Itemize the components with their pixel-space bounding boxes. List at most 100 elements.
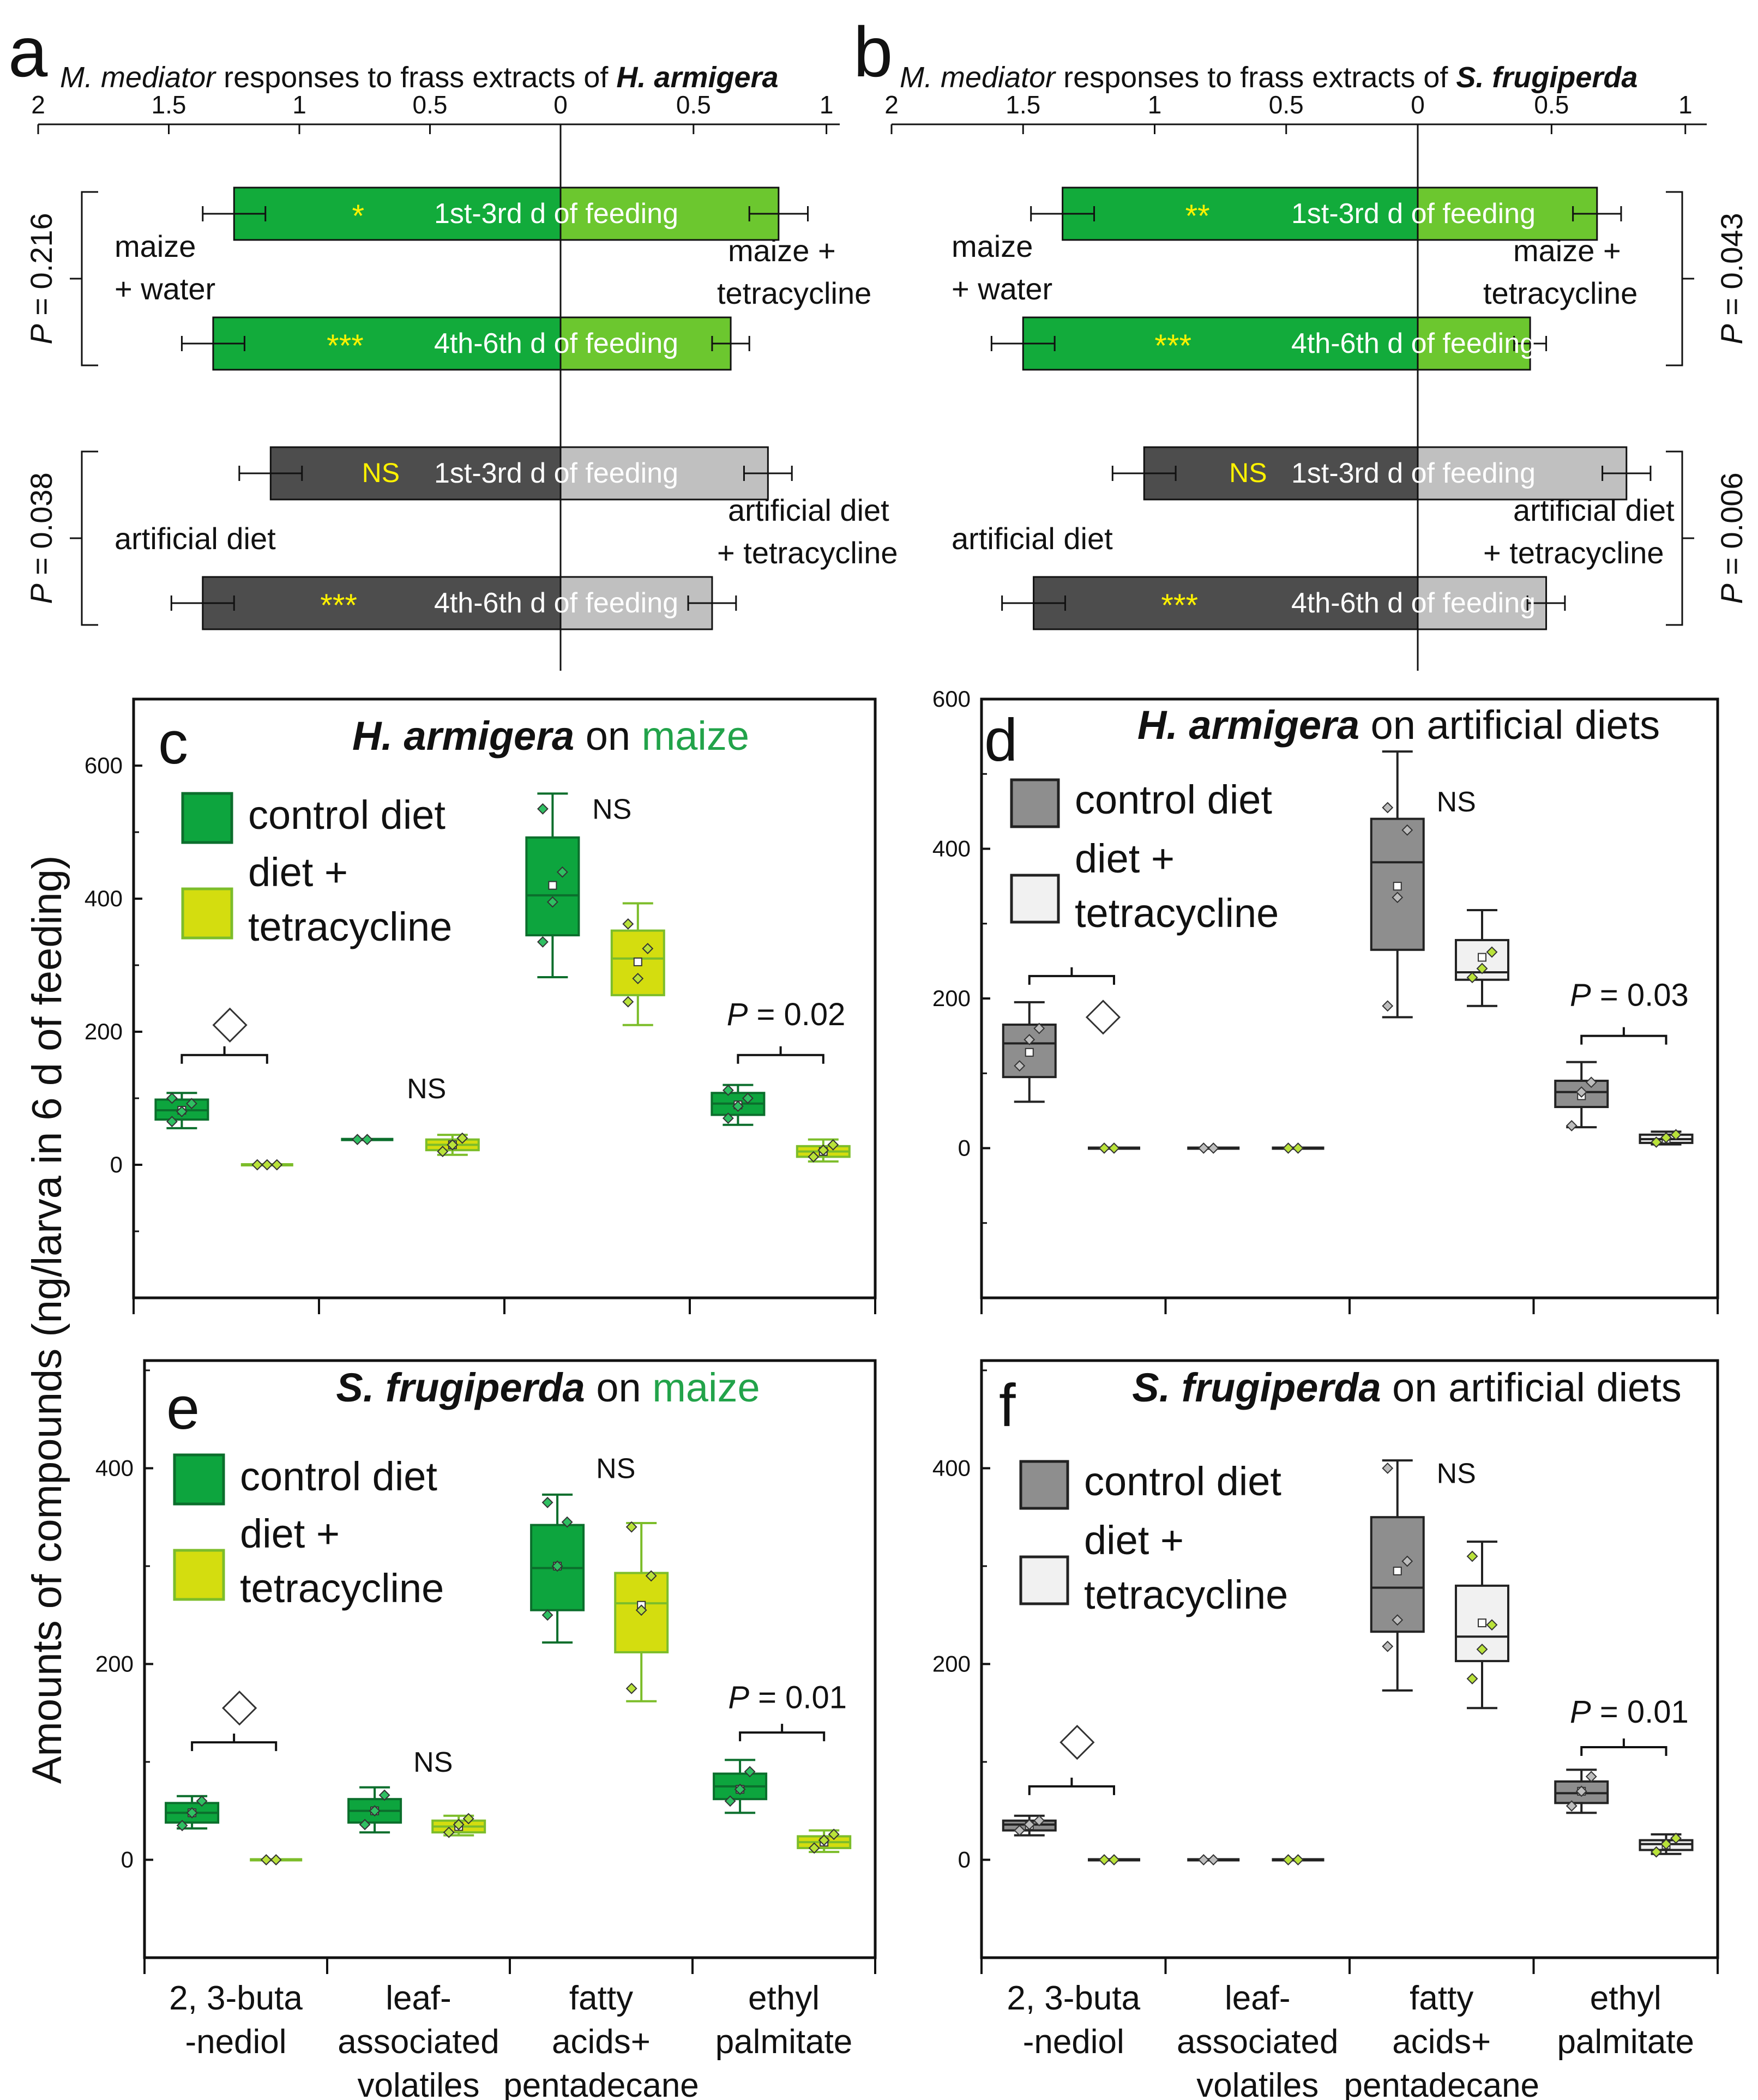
box-mean: [1025, 1048, 1034, 1057]
box-data-point: [176, 1105, 188, 1117]
bar-right: [1417, 446, 1628, 501]
y-tick-label: 400: [932, 836, 971, 862]
top-axis-tick-label: 0.5: [413, 91, 448, 119]
significance-label: ***: [320, 588, 357, 623]
box-data-point: [166, 1092, 178, 1104]
ns-annotation: NS: [413, 1747, 453, 1778]
ns-annotation: NS: [596, 1453, 635, 1484]
top-axis-tick-label: 0: [1411, 91, 1425, 119]
title-species: H. armigera: [1137, 702, 1359, 748]
top-axis-tick-label: 1: [1148, 91, 1162, 119]
group-right-label: artificial diet: [1513, 493, 1675, 527]
box-data-point: [556, 866, 568, 878]
top-axis-tick-label: 0.5: [676, 91, 711, 119]
top-axis-tick-label: 0.5: [1269, 91, 1304, 119]
box-data-point: [722, 1112, 734, 1124]
title-text: on: [1381, 1365, 1448, 1410]
box-data-point: [186, 1807, 198, 1819]
box-data-point: [1401, 824, 1413, 836]
box-data-point: [271, 1159, 283, 1171]
box-data-point: [261, 1159, 273, 1171]
legend-swatch-tetracycline: [181, 887, 233, 940]
diamond-marker: [1059, 1724, 1095, 1760]
x-category-label: palmitate: [715, 2023, 853, 2061]
title-species: S. frugiperda: [1456, 61, 1637, 94]
box-data-point: [551, 1560, 563, 1572]
box-data-point: [1466, 1550, 1478, 1562]
panel-title: M. mediator responses to frass extracts …: [60, 61, 779, 94]
panel-d: 0 200 400 600 d H. armigera on artificial die…: [932, 686, 1719, 1314]
box-data-point: [1033, 1815, 1045, 1827]
panel-letter: e: [166, 1375, 200, 1442]
box-data-point: [1024, 1819, 1035, 1831]
title-text: responses to frass extracts of: [1055, 61, 1456, 94]
box-data-point: [1014, 1825, 1026, 1837]
p-value-label: P = 0.043: [1714, 213, 1749, 344]
panel-letter: c: [158, 709, 188, 777]
box-data-point: [1575, 1785, 1587, 1797]
box-body: [1370, 817, 1425, 951]
top-axis-tick-label: 0: [553, 91, 568, 119]
x-category-label: leaf-: [386, 1979, 451, 2017]
bar-label: 1st-3rd d of feeding: [1291, 198, 1536, 230]
box-data-point: [1392, 892, 1404, 904]
x-category-label: volatiles: [358, 2067, 480, 2100]
title-species: S. frugiperda: [1132, 1365, 1381, 1410]
group-left-label: artificial diet: [115, 521, 276, 556]
box-data-point: [1098, 1142, 1110, 1154]
title-text: on: [585, 1365, 652, 1410]
panel-title: H. armigera on artificial diets: [1137, 702, 1660, 748]
legend-label-tetracycline: diet +: [1075, 836, 1175, 881]
panel-e: 0 200 400 2, 3-buta -nediol leaf-associated vo…: [95, 1359, 877, 2100]
bar-right: [1417, 316, 1531, 371]
title-text: responses to frass extracts of: [215, 61, 616, 94]
p-bracket: [1666, 191, 1683, 366]
box-data-point: [1382, 802, 1394, 814]
y-tick-label: 0: [958, 1846, 971, 1872]
ns-annotation: NS: [1437, 786, 1476, 818]
p-rest: = 0.038: [24, 472, 58, 583]
p-letter: P: [728, 1680, 749, 1715]
x-category-label: fatty: [569, 1979, 633, 2017]
box-data-point: [635, 1604, 647, 1616]
legend-label-control: control diet: [240, 1454, 437, 1499]
x-category-label: volatiles: [1196, 2067, 1318, 2100]
title-host: maize: [652, 1365, 760, 1410]
box-data-point: [537, 936, 549, 948]
x-category-label: -nediol: [185, 2023, 286, 2061]
box-data-point: [1660, 1838, 1672, 1850]
bar-right: [1417, 186, 1598, 241]
box-data-point: [541, 1609, 553, 1621]
bar-label: 1st-3rd d of feeding: [434, 198, 678, 230]
box-data-point: [166, 1116, 178, 1128]
box-data-point: [270, 1854, 282, 1866]
legend-swatch-control: [1010, 778, 1060, 828]
y-tick-label: 200: [85, 1019, 123, 1044]
box-data-point: [1098, 1854, 1110, 1866]
box-data-point: [1197, 1854, 1209, 1866]
x-category-label: palmitate: [1557, 2023, 1694, 2061]
box-data-point: [1283, 1142, 1294, 1154]
panel-c: 0 200 400 600 c H. armigera on maize control d…: [85, 697, 877, 1314]
x-category-label: 2, 3-buta: [1007, 1979, 1140, 2017]
box-data-point: [1651, 1136, 1662, 1148]
p-bracket: [81, 450, 98, 626]
panel-letter: d: [984, 707, 1018, 774]
title-genus: M. mediator: [60, 61, 216, 94]
box-data-point: [625, 1521, 637, 1533]
top-axis-tick-label: 1: [292, 91, 306, 119]
box-data-point: [1466, 1672, 1478, 1684]
bar-right: [559, 186, 780, 241]
box-data-point: [732, 1100, 744, 1112]
legend-label-tetracycline: tetracycline: [248, 904, 452, 949]
x-category-label: ethyl: [748, 1979, 820, 2017]
box-data-point: [1575, 1086, 1587, 1098]
title-species: S. frugiperda: [336, 1365, 585, 1410]
panel-letter: b: [853, 12, 893, 92]
p-rest: = 0.01: [1591, 1694, 1689, 1730]
comparison-bracket: [739, 1731, 826, 1742]
box-data-point: [546, 896, 558, 908]
box-data-point: [1566, 1120, 1578, 1132]
box-data-point: [359, 1819, 371, 1831]
